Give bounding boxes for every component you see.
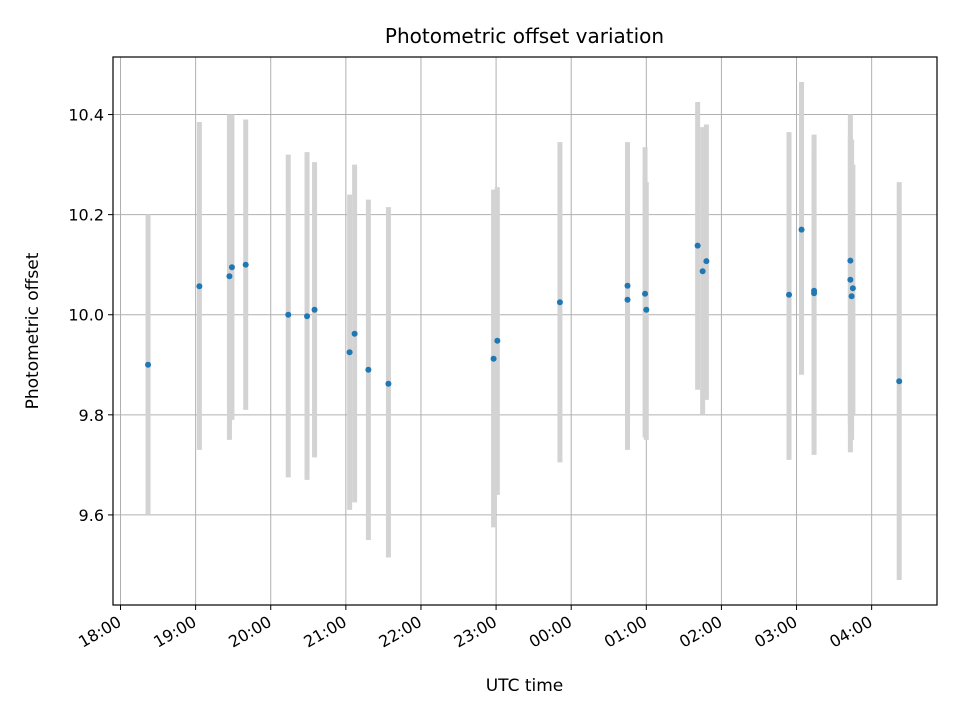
data-point xyxy=(896,378,903,385)
data-point xyxy=(643,306,650,313)
y-axis: 9.6 9.8 10.0 10.2 10.4 xyxy=(68,106,113,525)
y-tick-label: 10.4 xyxy=(68,106,104,125)
data-point xyxy=(849,285,856,292)
data-point xyxy=(385,380,392,387)
y-tick-label: 9.6 xyxy=(79,506,104,525)
data-point xyxy=(699,268,706,275)
data-point xyxy=(703,258,710,265)
data-point xyxy=(228,264,235,271)
data-point xyxy=(196,283,203,290)
data-point xyxy=(242,261,249,268)
data-point xyxy=(624,296,631,303)
y-tick-label: 9.8 xyxy=(79,406,104,425)
data-point xyxy=(848,293,855,300)
data-point xyxy=(847,276,854,283)
data-point xyxy=(556,299,563,306)
data-point xyxy=(847,257,854,264)
data-point xyxy=(285,311,292,318)
data-point xyxy=(786,291,793,298)
plot-frame xyxy=(112,56,938,606)
data-point xyxy=(624,282,631,289)
data-point xyxy=(811,290,818,297)
data-point xyxy=(226,273,233,280)
data-point xyxy=(365,366,372,373)
data-point xyxy=(351,330,358,337)
data-point xyxy=(145,361,152,368)
data-point xyxy=(494,337,501,344)
data-points xyxy=(145,226,903,387)
data-point xyxy=(311,306,318,313)
y-axis-label: Photometric offset xyxy=(23,252,43,409)
data-point xyxy=(490,355,497,362)
x-axis-label: UTC time xyxy=(486,676,564,696)
y-tick-label: 10.0 xyxy=(68,306,104,325)
data-point xyxy=(304,313,311,320)
data-point xyxy=(642,290,649,297)
data-point xyxy=(346,349,353,356)
data-point xyxy=(694,242,701,249)
y-tick-label: 10.2 xyxy=(68,206,104,225)
data-point xyxy=(798,226,805,233)
chart-title: Photometric offset variation xyxy=(385,24,664,48)
